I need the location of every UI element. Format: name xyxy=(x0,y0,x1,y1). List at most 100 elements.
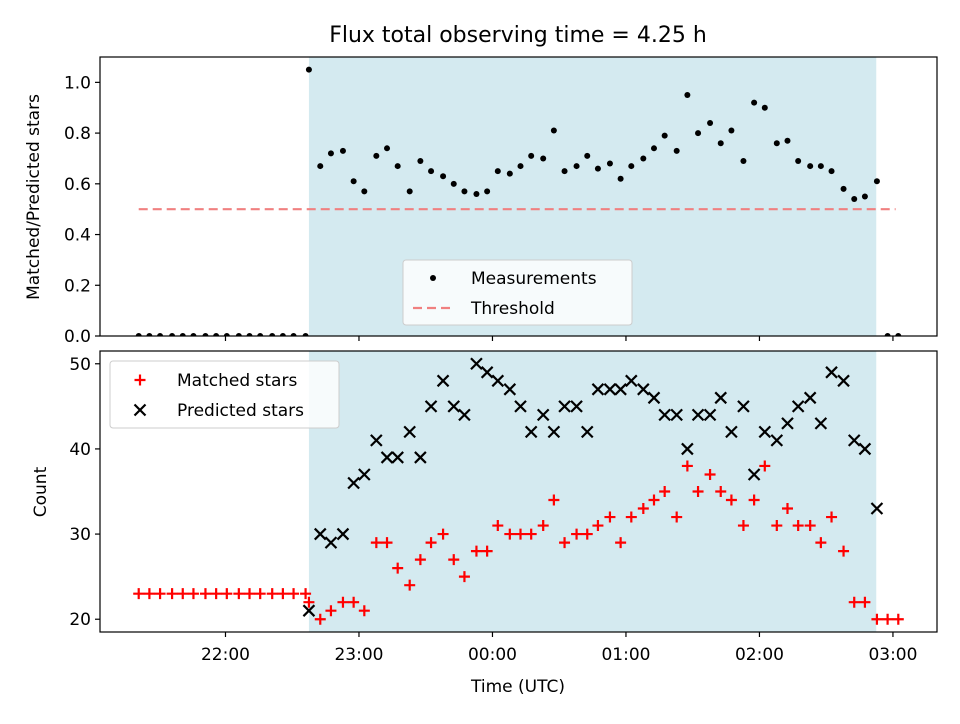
measurement-point xyxy=(606,160,613,167)
predicted-star-point xyxy=(491,374,505,388)
measurement-point xyxy=(840,185,847,192)
predicted-star-point xyxy=(591,383,605,396)
matched-star-point xyxy=(882,613,894,625)
predicted-star-point xyxy=(336,527,350,541)
matched-star-point xyxy=(221,588,233,600)
measurement-point xyxy=(628,163,635,170)
matched-star-point xyxy=(458,571,470,583)
predicted-star-point xyxy=(847,434,861,447)
measurement-point xyxy=(302,333,309,336)
x-axis-label: Time (UTC) xyxy=(470,677,565,697)
measurement-point xyxy=(561,168,568,175)
matched-star-point xyxy=(559,537,571,549)
predicted-star-point xyxy=(737,400,750,413)
matched-star-point xyxy=(233,588,245,600)
predicted-star-point xyxy=(570,400,583,413)
measurement-point xyxy=(406,188,413,195)
chart-title: Flux total observing time = 4.25 h xyxy=(329,23,707,48)
measurement-point xyxy=(202,333,209,336)
measurement-point xyxy=(617,175,624,182)
measurement-point xyxy=(640,155,647,162)
measurement-point xyxy=(246,333,253,336)
measurement-point xyxy=(461,188,468,195)
top-y-axis-label: Matched/Predicted stars xyxy=(24,94,44,300)
measurement-point xyxy=(695,130,702,137)
matched-star-point xyxy=(492,520,504,532)
measurement-point xyxy=(473,190,480,197)
predicted-star-point xyxy=(647,391,661,405)
measurement-point xyxy=(494,168,501,175)
matched-star-point xyxy=(481,545,493,557)
predicted-star-point xyxy=(536,408,550,422)
bottom-marks xyxy=(133,357,904,625)
measurement-point xyxy=(440,173,447,180)
measurement-point xyxy=(684,92,691,99)
matched-star-point xyxy=(525,528,537,540)
matched-star-point xyxy=(210,588,222,600)
bottom-y-tick-label: 40 xyxy=(69,440,91,460)
measurement-point xyxy=(450,180,457,187)
measurement-point xyxy=(179,333,186,336)
predicted-star-point xyxy=(358,468,371,481)
measurement-point xyxy=(817,163,824,170)
top-y-tick-label: 1.0 xyxy=(64,73,91,93)
matched-star-point xyxy=(704,468,716,480)
measurement-point xyxy=(235,333,242,336)
predicted-star-point xyxy=(781,417,794,430)
matched-star-point xyxy=(781,503,793,515)
predicted-star-point xyxy=(524,425,538,439)
bottom-frame xyxy=(99,350,938,633)
matched-star-point xyxy=(715,486,727,497)
matched-star-point xyxy=(848,596,860,608)
matched-star-point xyxy=(314,613,326,625)
predicted-star-point xyxy=(380,451,394,464)
predicted-star-point xyxy=(725,425,738,439)
predicted-star-point xyxy=(637,383,650,396)
predicted-star-point xyxy=(658,408,671,422)
predicted-star-point xyxy=(703,408,717,422)
measurement-point xyxy=(269,333,276,336)
matched-star-point xyxy=(692,486,704,497)
predicted-star-point xyxy=(436,374,450,388)
measurement-point xyxy=(394,163,401,170)
measurement-point xyxy=(807,163,814,170)
matched-star-point xyxy=(737,520,749,532)
measurement-point xyxy=(190,333,197,336)
predicted-star-point xyxy=(414,451,427,464)
measurement-point xyxy=(169,333,176,336)
top-plot: 0.0 0.2 0.4 0.6 0.8 1.0 Measurements Threshold xyxy=(64,56,938,347)
measurement-point xyxy=(594,165,601,172)
matched-star-point xyxy=(404,579,416,591)
matched-star-point xyxy=(337,596,349,608)
matched-star-point xyxy=(358,605,370,617)
matched-star-point xyxy=(348,596,360,608)
predicted-star-point xyxy=(547,425,561,439)
top-legend-box xyxy=(402,259,633,326)
bottom-y-tick-label: 20 xyxy=(69,610,91,630)
measurement-point xyxy=(717,140,724,147)
measurement-point xyxy=(361,188,368,195)
measurement-point xyxy=(290,333,297,336)
matched-star-point xyxy=(414,554,426,566)
matched-star-point xyxy=(187,588,199,600)
predicted-star-point xyxy=(714,391,728,405)
matched-star-point xyxy=(625,511,637,523)
measurement-point xyxy=(784,137,791,144)
matched-star-point xyxy=(133,588,145,600)
predicted-star-point xyxy=(447,400,461,413)
matched-star-point xyxy=(288,588,300,600)
matched-star-point xyxy=(826,511,838,523)
matched-star-point xyxy=(581,528,593,540)
measurement-point xyxy=(740,157,747,164)
predicted-star-point xyxy=(580,425,594,439)
matched-star-point xyxy=(370,537,382,549)
matched-star-point xyxy=(325,605,337,617)
top-legend: Measurements Threshold xyxy=(402,259,633,326)
x-tick-label: 23:00 xyxy=(334,645,383,665)
measurement-point xyxy=(707,119,714,126)
measurement-point xyxy=(135,333,142,336)
matched-star-point xyxy=(303,596,315,608)
matched-star-point xyxy=(571,528,583,540)
matched-star-point xyxy=(277,588,289,600)
